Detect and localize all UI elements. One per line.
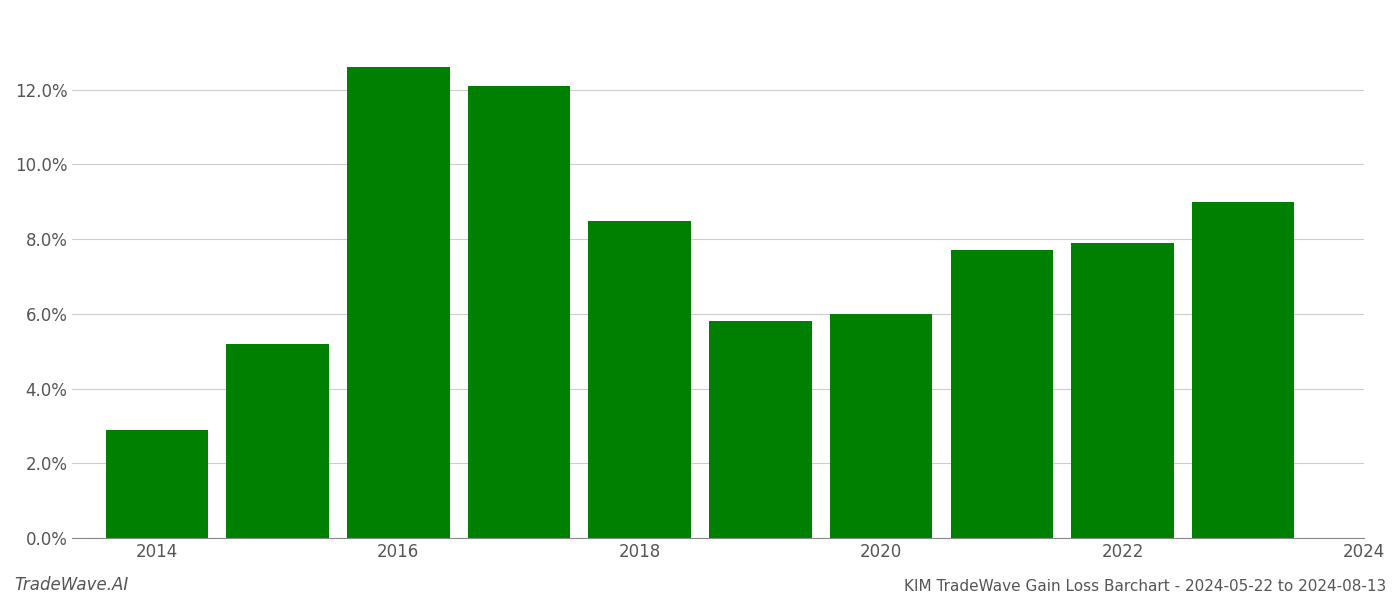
- Text: TradeWave.AI: TradeWave.AI: [14, 576, 129, 594]
- Bar: [227, 344, 329, 538]
- Bar: [830, 314, 932, 538]
- Bar: [347, 67, 449, 538]
- Bar: [1191, 202, 1295, 538]
- Bar: [951, 250, 1053, 538]
- Bar: [1071, 243, 1173, 538]
- Bar: [105, 430, 209, 538]
- Bar: [468, 86, 570, 538]
- Text: KIM TradeWave Gain Loss Barchart - 2024-05-22 to 2024-08-13: KIM TradeWave Gain Loss Barchart - 2024-…: [904, 579, 1386, 594]
- Bar: [588, 221, 692, 538]
- Bar: [710, 322, 812, 538]
